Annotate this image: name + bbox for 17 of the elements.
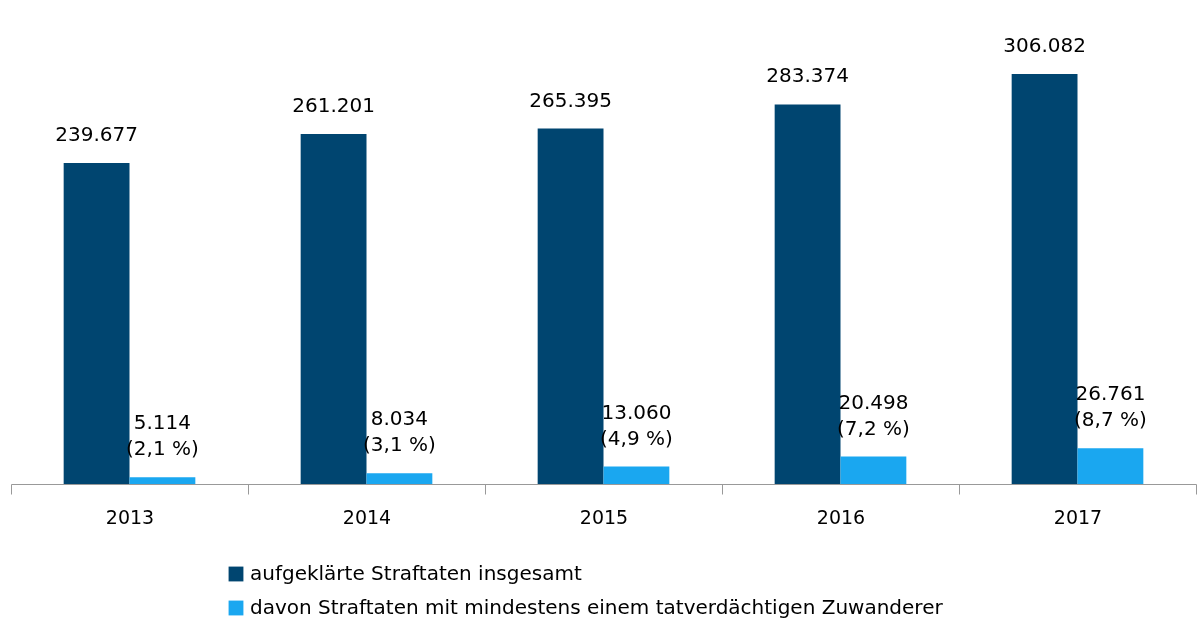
data-label: 306.082 <box>1003 33 1086 57</box>
x-tick-label: 2014 <box>342 505 392 528</box>
legend-label: davon Straftaten mit mindestens einem tatverdächtigen Zuwanderer <box>250 595 944 619</box>
data-label: 265.395 <box>529 87 612 112</box>
x-tick-label: 2013 <box>105 505 155 528</box>
data-label: 239.677 <box>55 121 138 146</box>
bar <box>840 456 907 484</box>
x-tick-label: 2015 <box>579 505 629 528</box>
bar <box>1077 448 1144 484</box>
bar <box>603 466 670 484</box>
x-tick-label: 2017 <box>1053 505 1103 528</box>
bar <box>129 477 196 484</box>
data-label: 283.374 <box>766 63 849 88</box>
x-tick-label: 2016 <box>816 505 866 528</box>
legend-label: aufgeklärte Straftaten insgesamt <box>250 561 582 585</box>
bar <box>366 473 433 484</box>
data-label: 261.201 <box>292 93 375 118</box>
